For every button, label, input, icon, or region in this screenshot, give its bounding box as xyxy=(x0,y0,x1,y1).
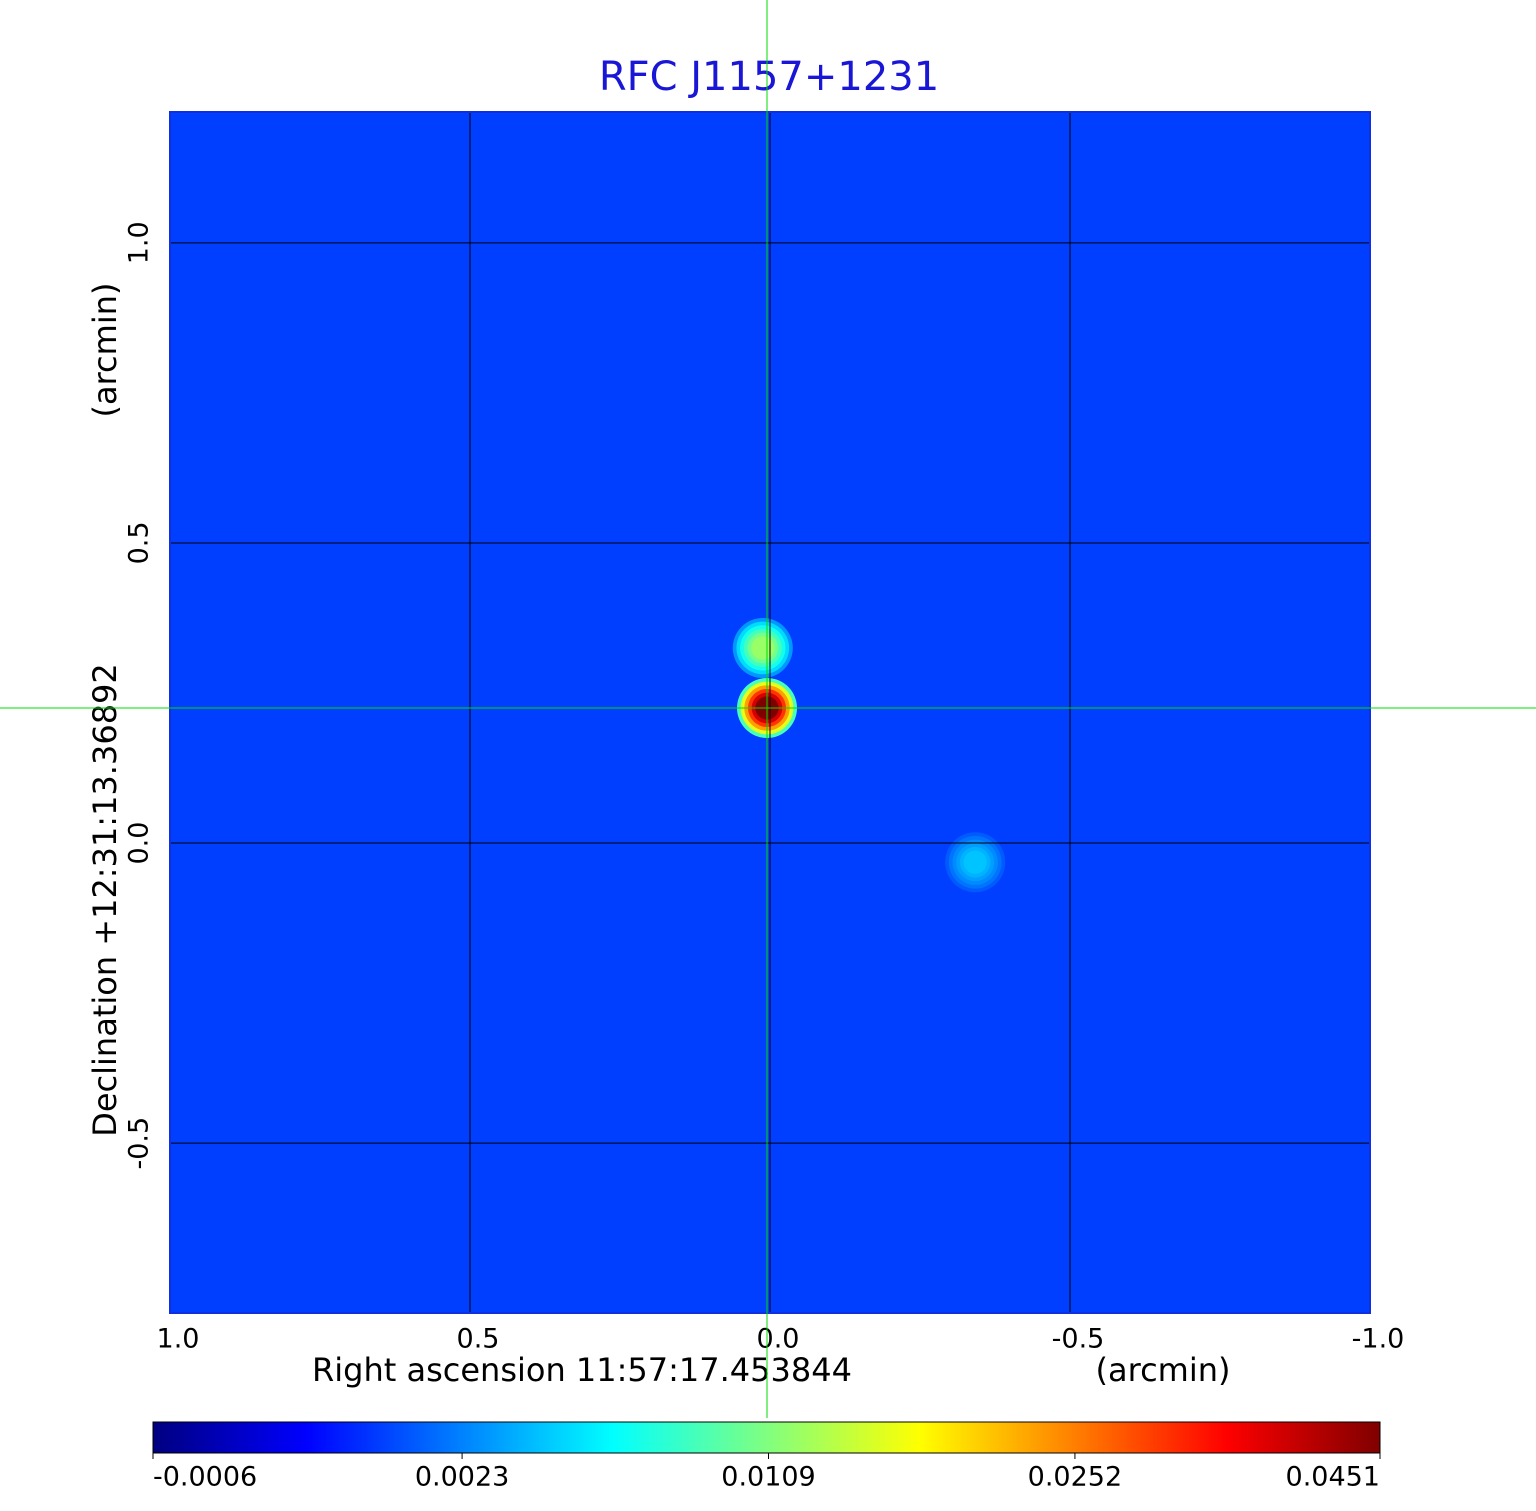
source xyxy=(968,855,983,870)
plot-frame xyxy=(169,111,1371,1314)
y-tick-label: 1.0 xyxy=(124,221,155,264)
y-tick-label: 0.0 xyxy=(124,822,155,865)
y-tick-label: -0.5 xyxy=(124,1117,155,1170)
colorbar-tick-label: 0.0252 xyxy=(1028,1462,1122,1493)
x-tick-label: 0.5 xyxy=(457,1324,500,1355)
colorbar-tick-label: -0.0006 xyxy=(153,1462,257,1493)
colorbar xyxy=(152,1421,1381,1454)
chart-title: RFC J1157+1231 xyxy=(599,54,939,100)
source xyxy=(755,640,770,655)
colorbar-tick-label: 0.0451 xyxy=(1286,1462,1380,1493)
x-tick-label: 0.0 xyxy=(757,1324,800,1355)
x-tick-label: -0.5 xyxy=(1052,1324,1105,1355)
colorbar-tick-label: 0.0109 xyxy=(721,1462,815,1493)
x-axis-unit: (arcmin) xyxy=(1096,1351,1231,1389)
y-axis-unit: (arcmin) xyxy=(86,283,124,418)
x-axis-label: Right ascension 11:57:17.453844 xyxy=(312,1351,852,1389)
y-axis-label: Declination +12:31:13.36892 xyxy=(86,663,124,1137)
y-tick-label: 0.5 xyxy=(124,521,155,564)
x-tick-label: 1.0 xyxy=(157,1324,200,1355)
colorbar-tick-label: 0.0023 xyxy=(415,1462,509,1493)
x-tick-label: -1.0 xyxy=(1352,1324,1405,1355)
